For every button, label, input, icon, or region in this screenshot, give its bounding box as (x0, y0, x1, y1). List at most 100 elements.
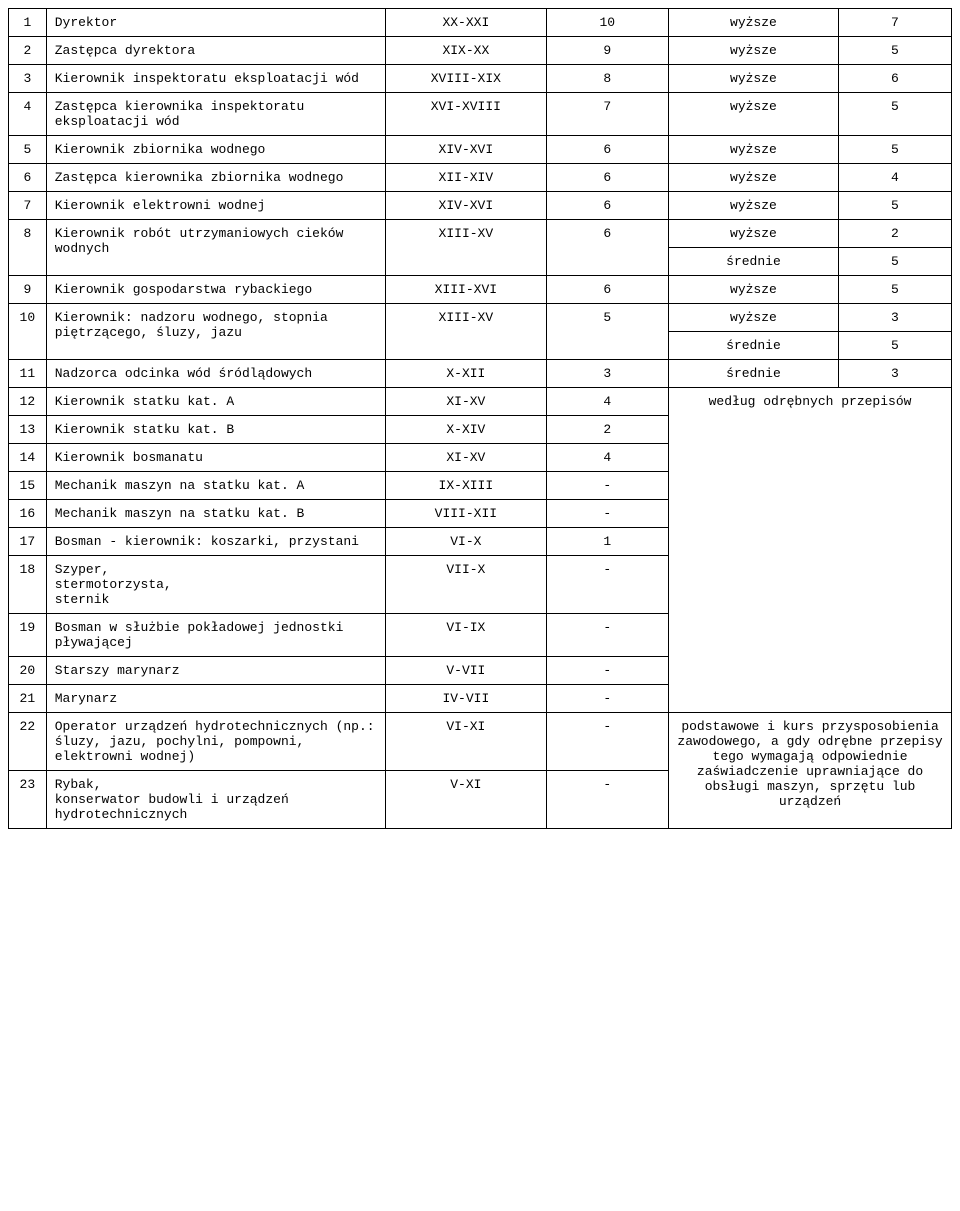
table-cell: 8 (9, 220, 47, 276)
table-cell: Kierownik gospodarstwa rybackiego (46, 276, 385, 304)
table-cell: 11 (9, 360, 47, 388)
table-row: 9Kierownik gospodarstwa rybackiegoXIII-X… (9, 276, 952, 304)
table-cell: 5 (838, 136, 951, 164)
table-cell: Kierownik zbiornika wodnego (46, 136, 385, 164)
table-cell: 6 (546, 192, 669, 220)
table-cell: VIII-XII (386, 500, 546, 528)
table-cell: - (546, 771, 669, 829)
table-row: 3Kierownik inspektoratu eksploatacji wód… (9, 65, 952, 93)
table-cell: XI-XV (386, 388, 546, 416)
table-cell: 2 (838, 220, 951, 248)
table-cell: Operator urządzeń hydrotechnicznych (np.… (46, 713, 385, 771)
table-row: 5Kierownik zbiornika wodnegoXIV-XVI6wyżs… (9, 136, 952, 164)
table-row: 8Kierownik robót utrzymaniowych cieków w… (9, 220, 952, 248)
table-cell: XIII-XV (386, 304, 546, 360)
table-cell: 20 (9, 657, 47, 685)
table-row: 7Kierownik elektrowni wodnejXIV-XVI6wyżs… (9, 192, 952, 220)
table-cell: 5 (838, 37, 951, 65)
table-cell: Marynarz (46, 685, 385, 713)
table-cell: VI-XI (386, 713, 546, 771)
table-cell: 23 (9, 771, 47, 829)
table-cell: - (546, 556, 669, 614)
table-cell: - (546, 472, 669, 500)
table-cell: - (546, 685, 669, 713)
table-cell: XI-XV (386, 444, 546, 472)
table-cell: 7 (838, 9, 951, 37)
table-cell: XIII-XVI (386, 276, 546, 304)
table-row: 12Kierownik statku kat. AXI-XV4według od… (9, 388, 952, 416)
table-cell: XIII-XV (386, 220, 546, 276)
table-cell: 6 (546, 136, 669, 164)
table-row: 1DyrektorXX-XXI10wyższe7 (9, 9, 952, 37)
table-cell: 22 (9, 713, 47, 771)
table-cell: XIV-XVI (386, 192, 546, 220)
table-row: 22Operator urządzeń hydrotechnicznych (n… (9, 713, 952, 771)
table-cell: 6 (546, 276, 669, 304)
positions-table: 1DyrektorXX-XXI10wyższe72Zastępca dyrekt… (8, 8, 952, 829)
table-cell: 6 (9, 164, 47, 192)
table-cell: wyższe (669, 65, 839, 93)
table-cell: Bosman - kierownik: koszarki, przystani (46, 528, 385, 556)
table-cell: Starszy marynarz (46, 657, 385, 685)
table-cell: Kierownik bosmanatu (46, 444, 385, 472)
table-cell: - (546, 614, 669, 657)
table-cell: 14 (9, 444, 47, 472)
table-cell: wyższe (669, 9, 839, 37)
table-cell: 7 (546, 93, 669, 136)
table-row: 11Nadzorca odcinka wód śródlądowychX-XII… (9, 360, 952, 388)
table-cell: wyższe (669, 220, 839, 248)
table-cell: 9 (9, 276, 47, 304)
table-cell: 18 (9, 556, 47, 614)
table-cell: 2 (546, 416, 669, 444)
table-cell: średnie (669, 360, 839, 388)
table-cell: wyższe (669, 164, 839, 192)
table-cell: Nadzorca odcinka wód śródlądowych (46, 360, 385, 388)
table-cell: 12 (9, 388, 47, 416)
table-cell: V-VII (386, 657, 546, 685)
table-cell: średnie (669, 332, 839, 360)
table-cell: Szyper, stermotorzysta, sternik (46, 556, 385, 614)
table-cell: wyższe (669, 136, 839, 164)
table-row: 6Zastępca kierownika zbiornika wodnegoXI… (9, 164, 952, 192)
table-cell: wyższe (669, 192, 839, 220)
table-cell: Rybak, konserwator budowli i urządzeń hy… (46, 771, 385, 829)
table-cell: Dyrektor (46, 9, 385, 37)
table-cell: wyższe (669, 276, 839, 304)
table-cell: Kierownik elektrowni wodnej (46, 192, 385, 220)
table-cell: 5 (838, 248, 951, 276)
table-cell: 5 (546, 304, 669, 360)
table-cell: 5 (9, 136, 47, 164)
table-cell: 4 (9, 93, 47, 136)
table-cell: 3 (838, 360, 951, 388)
table-cell: - (546, 657, 669, 685)
table-cell: XVI-XVIII (386, 93, 546, 136)
table-cell: 4 (546, 388, 669, 416)
table-cell: - (546, 713, 669, 771)
table-row: 2Zastępca dyrektoraXIX-XX9wyższe5 (9, 37, 952, 65)
table-cell: XVIII-XIX (386, 65, 546, 93)
table-cell: VI-IX (386, 614, 546, 657)
table-cell: 8 (546, 65, 669, 93)
table-cell: 7 (9, 192, 47, 220)
table-cell: 1 (9, 9, 47, 37)
table-cell: XIV-XVI (386, 136, 546, 164)
table-cell: XX-XXI (386, 9, 546, 37)
table-cell: Kierownik robót utrzymaniowych cieków wo… (46, 220, 385, 276)
table-cell: Zastępca dyrektora (46, 37, 385, 65)
table-cell: XII-XIV (386, 164, 546, 192)
table-cell: podstawowe i kurs przysposobienia zawodo… (669, 713, 952, 829)
table-cell: 5 (838, 332, 951, 360)
table-cell: wyższe (669, 37, 839, 65)
table-cell: 2 (9, 37, 47, 65)
table-row: 4Zastępca kierownika inspektoratu eksplo… (9, 93, 952, 136)
table-cell: IV-VII (386, 685, 546, 713)
table-cell: 6 (546, 220, 669, 276)
table-cell: Bosman w służbie pokładowej jednostki pł… (46, 614, 385, 657)
table-cell: 5 (838, 276, 951, 304)
table-cell: Zastępca kierownika zbiornika wodnego (46, 164, 385, 192)
table-cell: Kierownik inspektoratu eksploatacji wód (46, 65, 385, 93)
table-cell: 10 (546, 9, 669, 37)
table-cell: Kierownik statku kat. A (46, 388, 385, 416)
table-cell: 4 (838, 164, 951, 192)
table-cell: 4 (546, 444, 669, 472)
